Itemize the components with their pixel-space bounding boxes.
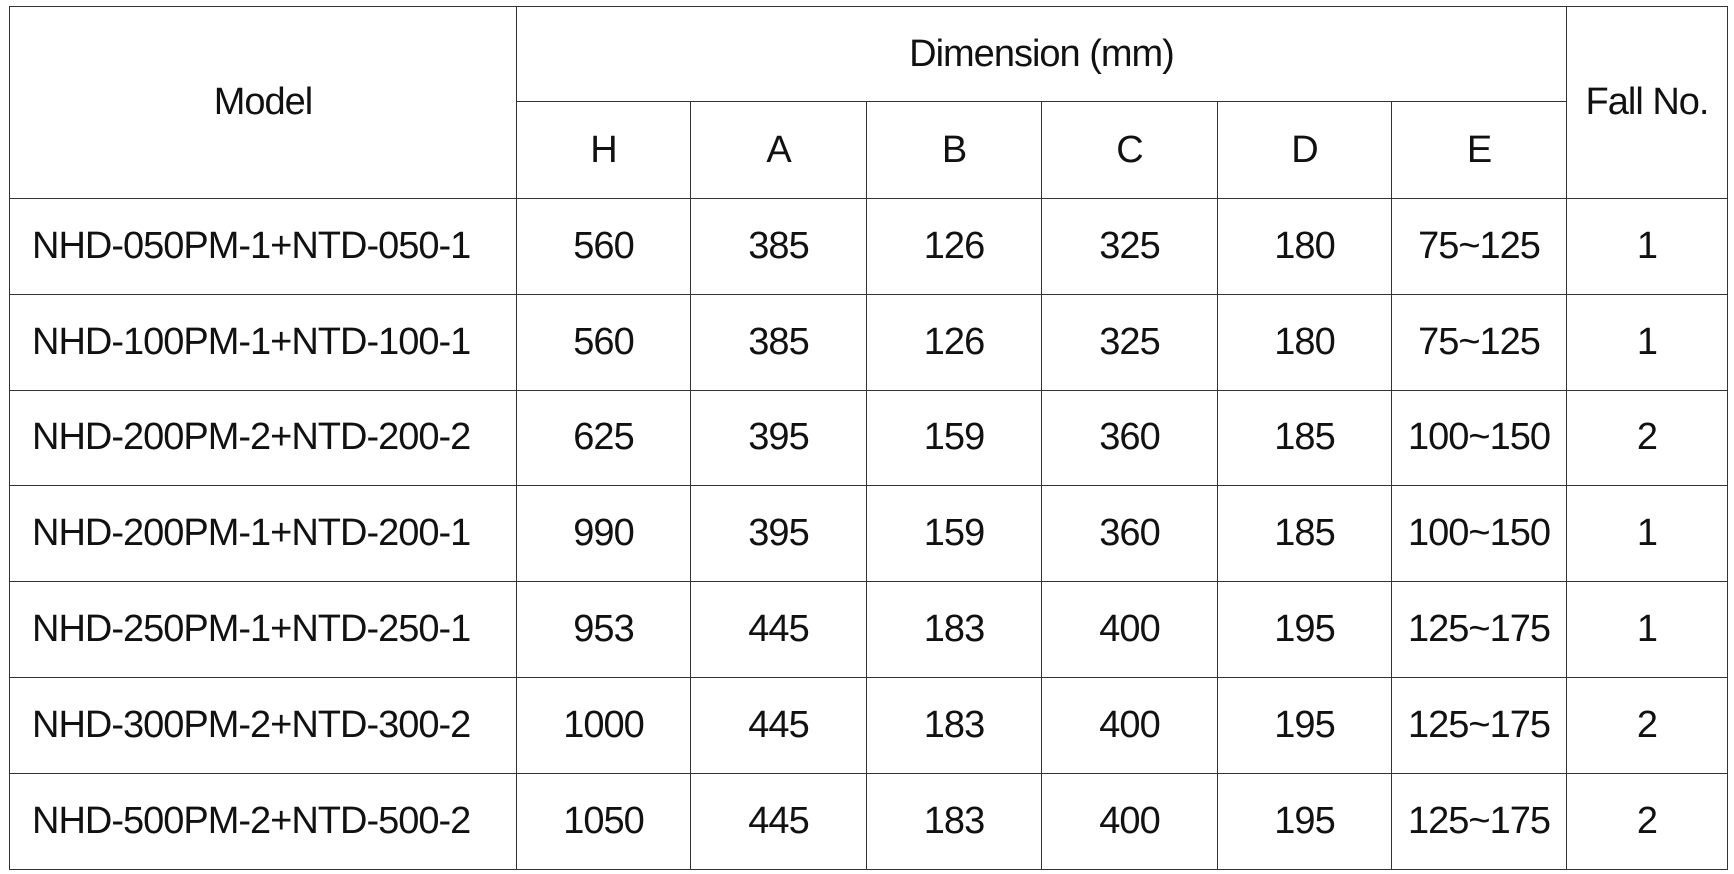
- data-row: NHD-200PM-1+NTD-200-1 990 395 159 360 185 100~…: [9, 485, 1728, 583]
- data-cell: 195: [1217, 772, 1392, 870]
- data-cell: 400: [1041, 676, 1218, 774]
- data-cell: 360: [1041, 389, 1218, 487]
- model-cell: NHD-300PM-2+NTD-300-2: [9, 676, 517, 774]
- data-cell: 1000: [516, 676, 691, 774]
- data-cell: 159: [866, 485, 1042, 583]
- data-cell: 185: [1217, 485, 1392, 583]
- data-cell: 75~125: [1391, 198, 1567, 295]
- header-cell: H: [516, 101, 691, 199]
- data-cell: 325: [1041, 293, 1218, 391]
- data-cell: 1050: [516, 772, 691, 870]
- data-cell: 126: [866, 198, 1042, 295]
- data-cell: 560: [516, 198, 691, 295]
- header-cell: B: [866, 101, 1042, 199]
- header-cell: Model: [9, 6, 517, 199]
- data-cell: 185: [1217, 389, 1392, 487]
- data-cell: 183: [866, 581, 1042, 678]
- data-cell: 625: [516, 389, 691, 487]
- data-cell: 195: [1217, 676, 1392, 774]
- data-cell: 953: [516, 581, 691, 678]
- header-cell: Dimension (mm): [516, 6, 1567, 102]
- data-cell: 125~175: [1391, 581, 1567, 678]
- model-cell: NHD-200PM-1+NTD-200-1: [9, 485, 517, 583]
- data-cell: 395: [690, 485, 867, 583]
- data-row: NHD-300PM-2+NTD-300-2 1000 445 183 400 195 125…: [9, 676, 1728, 774]
- data-cell: 195: [1217, 581, 1392, 678]
- table-body: NHD-050PM-1+NTD-050-1 560 385 126 325 180 75~1…: [9, 198, 1728, 870]
- data-row: NHD-100PM-1+NTD-100-1 560 385 126 325 180 75~1…: [9, 293, 1728, 391]
- data-cell: 385: [690, 293, 867, 391]
- data-row: NHD-200PM-2+NTD-200-2 625 395 159 360 185 100~…: [9, 389, 1728, 487]
- data-cell: 100~150: [1391, 485, 1567, 583]
- header-cell: C: [1041, 101, 1218, 199]
- data-row: NHD-500PM-2+NTD-500-2 1050 445 183 400 195 125…: [9, 772, 1728, 870]
- data-cell: 125~175: [1391, 772, 1567, 870]
- header-cell: E: [1391, 101, 1567, 199]
- data-cell: 100~150: [1391, 389, 1567, 487]
- data-cell: 990: [516, 485, 691, 583]
- data-cell: 180: [1217, 198, 1392, 295]
- data-row: NHD-050PM-1+NTD-050-1 560 385 126 325 180 75~1…: [9, 198, 1728, 295]
- data-cell: 159: [866, 389, 1042, 487]
- data-cell: 180: [1217, 293, 1392, 391]
- data-cell: 2: [1566, 676, 1728, 774]
- data-cell: 400: [1041, 772, 1218, 870]
- model-cell: NHD-250PM-1+NTD-250-1: [9, 581, 517, 678]
- data-cell: 2: [1566, 389, 1728, 487]
- data-cell: 1: [1566, 485, 1728, 583]
- header-cell: D: [1217, 101, 1392, 199]
- data-cell: 183: [866, 772, 1042, 870]
- data-cell: 360: [1041, 485, 1218, 583]
- header-row: Model Dimension (mm) Fall No.: [9, 6, 1728, 199]
- data-cell: 560: [516, 293, 691, 391]
- model-cell: NHD-200PM-2+NTD-200-2: [9, 389, 517, 487]
- data-cell: 1: [1566, 198, 1728, 295]
- model-cell: NHD-500PM-2+NTD-500-2: [9, 772, 517, 870]
- data-cell: 126: [866, 293, 1042, 391]
- header-cell: A: [690, 101, 867, 199]
- header-cell: Fall No.: [1566, 6, 1728, 199]
- data-cell: 385: [690, 198, 867, 295]
- data-row: NHD-250PM-1+NTD-250-1 953 445 183 400 195 125~…: [9, 581, 1728, 678]
- data-cell: 75~125: [1391, 293, 1567, 391]
- data-cell: 445: [690, 676, 867, 774]
- data-cell: 2: [1566, 772, 1728, 870]
- data-cell: 400: [1041, 581, 1218, 678]
- data-cell: 1: [1566, 293, 1728, 391]
- data-cell: 395: [690, 389, 867, 487]
- model-cell: NHD-100PM-1+NTD-100-1: [9, 293, 517, 391]
- data-cell: 1: [1566, 581, 1728, 678]
- data-cell: 325: [1041, 198, 1218, 295]
- data-cell: 125~175: [1391, 676, 1567, 774]
- data-cell: 183: [866, 676, 1042, 774]
- model-cell: NHD-050PM-1+NTD-050-1: [9, 198, 517, 295]
- data-cell: 445: [690, 772, 867, 870]
- data-cell: 445: [690, 581, 867, 678]
